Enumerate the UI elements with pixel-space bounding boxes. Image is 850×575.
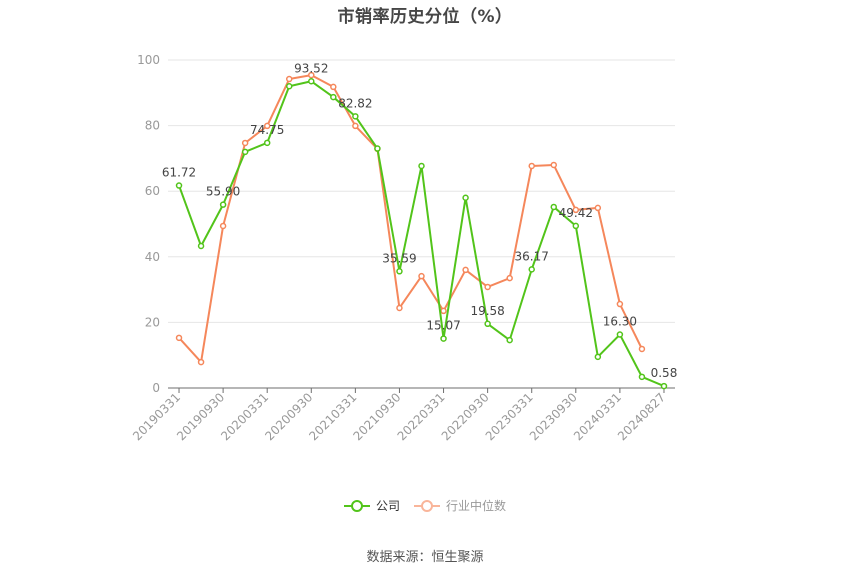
industry-point[interactable]	[638, 345, 646, 353]
data-label: 35.59	[382, 251, 416, 265]
data-source: 数据来源：恒生聚源	[366, 550, 484, 565]
data-label: 15.07	[426, 319, 460, 333]
company-point[interactable]	[440, 335, 447, 342]
data-label: 82.82	[338, 96, 372, 110]
company-point[interactable]	[462, 194, 469, 202]
y-tick-label: 0	[152, 381, 160, 395]
company-point[interactable]	[484, 320, 491, 328]
industry-point[interactable]	[550, 161, 558, 169]
data-label: 61.72	[162, 166, 196, 180]
y-tick-label: 100	[137, 53, 160, 67]
industry-point[interactable]	[440, 307, 447, 315]
legend: 公司 行业中位数	[0, 497, 850, 514]
company-point[interactable]	[308, 78, 315, 85]
legend-item-industry[interactable]: 行业中位数	[414, 497, 506, 514]
industry-point[interactable]	[263, 122, 271, 130]
industry-point[interactable]	[175, 334, 183, 342]
industry-point[interactable]	[484, 283, 491, 291]
data-label: 49.42	[559, 206, 593, 220]
company-point[interactable]	[528, 266, 535, 273]
company-point[interactable]	[572, 222, 580, 230]
y-axis: 0 20 40 60 80 100	[137, 53, 160, 395]
company-point[interactable]	[396, 268, 403, 275]
data-label: 55.90	[206, 185, 240, 199]
industry-point[interactable]	[528, 162, 535, 170]
industry-point[interactable]	[616, 300, 624, 308]
x-tick-label: 20240827	[615, 390, 668, 443]
company-point[interactable]	[550, 203, 558, 211]
industry-line[interactable]	[178, 74, 643, 364]
company-point[interactable]	[638, 373, 646, 381]
company-point[interactable]	[285, 82, 293, 90]
industry-point[interactable]	[418, 272, 425, 280]
company-point[interactable]	[219, 201, 227, 208]
line-chart: 0 20 40 60 80 100 201903312019093020200331202…	[130, 53, 677, 443]
industry-point[interactable]	[462, 266, 469, 274]
y-tick-label: 20	[145, 315, 160, 329]
industry-point[interactable]	[506, 274, 513, 282]
company-series-icon	[343, 499, 370, 512]
company-point[interactable]	[241, 148, 249, 156]
legend-item-company[interactable]: 公司	[343, 497, 400, 514]
data-label: 74.75	[250, 123, 284, 137]
industry-point[interactable]	[219, 222, 227, 230]
data-label: 16.30	[603, 315, 637, 329]
industry-point[interactable]	[594, 204, 602, 212]
company-point[interactable]	[175, 182, 183, 189]
industry-point[interactable]	[396, 304, 403, 312]
industry-point[interactable]	[285, 75, 293, 83]
company-point[interactable]	[352, 113, 359, 120]
industry-point[interactable]	[330, 83, 337, 91]
company-point[interactable]	[594, 353, 602, 361]
company-point[interactable]	[660, 382, 668, 390]
y-tick-label: 60	[145, 184, 160, 198]
y-tick-label: 40	[145, 250, 160, 264]
industry-point[interactable]	[572, 206, 580, 214]
company-point[interactable]	[506, 336, 513, 344]
series-lines[interactable]	[175, 71, 668, 390]
company-point[interactable]	[263, 139, 271, 147]
legend-label-industry: 行业中位数	[446, 499, 507, 513]
industry-series-icon	[414, 499, 440, 512]
data-label: 36.17	[515, 249, 549, 263]
company-point[interactable]	[374, 145, 381, 152]
industry-point[interactable]	[241, 139, 249, 147]
company-point[interactable]	[197, 242, 205, 250]
chart-title: 市销率历史分位（%）	[337, 7, 513, 27]
industry-point[interactable]	[308, 71, 315, 79]
y-tick-label: 80	[145, 119, 160, 133]
data-label: 19.58	[470, 304, 504, 318]
legend-label-company: 公司	[375, 499, 400, 513]
grid-lines	[168, 59, 675, 323]
company-point[interactable]	[616, 331, 624, 338]
industry-point[interactable]	[197, 358, 205, 366]
data-label: 93.52	[294, 61, 328, 75]
industry-point[interactable]	[352, 122, 359, 130]
company-point[interactable]	[330, 93, 337, 101]
company-point[interactable]	[418, 162, 425, 170]
x-axis: 2019033120190930202003312020093020210331…	[130, 387, 675, 443]
data-label: 0.58	[651, 366, 678, 380]
data-labels: 61.72 55.90 74.75 93.52 82.82 35.59 15.07 19.58…	[162, 61, 677, 380]
